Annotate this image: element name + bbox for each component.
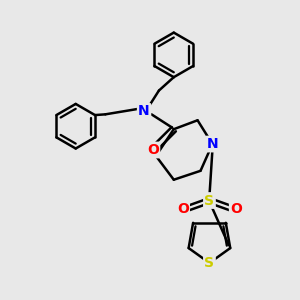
Text: S: S	[204, 256, 214, 270]
Text: S: S	[204, 194, 214, 208]
Text: O: O	[177, 202, 189, 216]
Text: N: N	[138, 104, 150, 118]
Text: O: O	[230, 202, 242, 216]
Text: O: O	[147, 143, 159, 157]
Text: N: N	[207, 137, 218, 151]
